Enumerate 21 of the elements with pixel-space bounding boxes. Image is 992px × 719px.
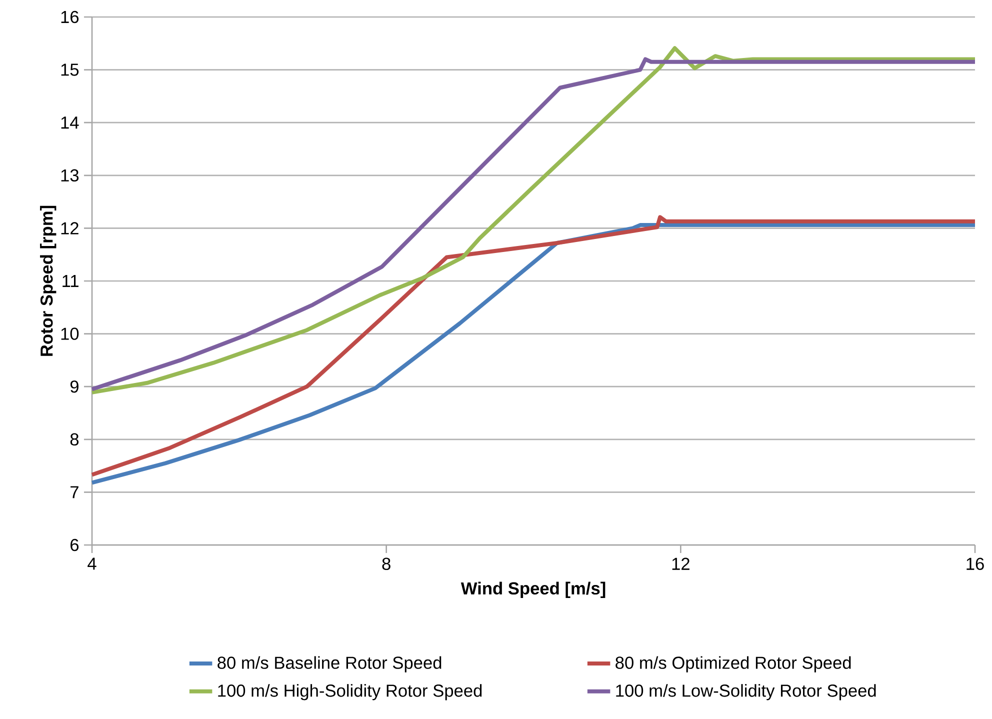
legend-label: 80 m/s Optimized Rotor Speed	[616, 656, 851, 672]
legend-label: 80 m/s Baseline Rotor Speed	[218, 656, 442, 672]
x-tick-label: 16	[966, 558, 984, 570]
y-tick-label: 6	[70, 538, 79, 552]
x-tick-label: 8	[382, 558, 390, 570]
y-tick-label: 7	[70, 486, 78, 498]
legend-label: 100 m/s Low-Solidity Rotor Speed	[616, 684, 876, 700]
y-tick-label: 11	[62, 275, 78, 287]
x-tick-label: 4	[88, 558, 96, 570]
y-tick-label: 8	[70, 433, 79, 446]
y-tick-label: 14	[61, 116, 79, 129]
y-axis-title: Rotor Speed [rpm]	[40, 206, 56, 356]
y-tick-label: 13	[61, 169, 79, 182]
y-tick-label: 9	[70, 380, 78, 393]
y-tick-label: 12	[61, 222, 78, 234]
x-tick-label: 12	[672, 558, 690, 570]
x-axis-title: Wind Speed [m/s]	[460, 582, 606, 598]
y-tick-label: 16	[61, 10, 79, 24]
legend-label: 100 m/s High-Solidity Rotor Speed	[218, 684, 482, 700]
y-tick-label: 15	[61, 64, 79, 76]
y-tick-label: 10	[61, 328, 79, 340]
